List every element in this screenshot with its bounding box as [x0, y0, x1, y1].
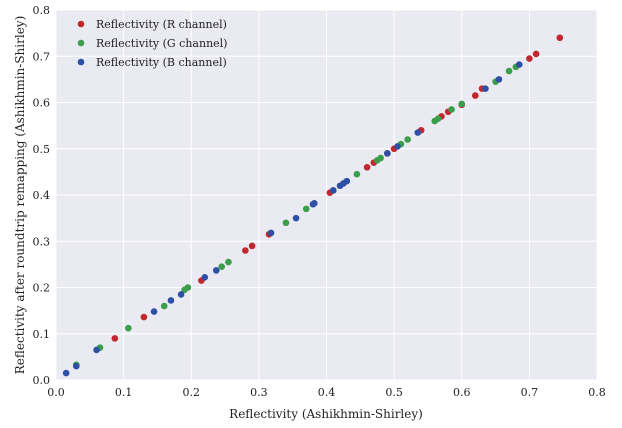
data-point-series-2	[482, 85, 489, 92]
legend-label: Reflectivity (R channel)	[96, 18, 227, 31]
data-point-series-0	[111, 335, 119, 342]
data-point-series-1	[377, 154, 384, 162]
data-point-series-2	[515, 61, 523, 68]
data-point-series-2	[343, 177, 351, 185]
x-tick-label: 0.7	[521, 386, 539, 399]
data-point-series-0	[556, 34, 564, 42]
data-point-series-2	[414, 129, 422, 136]
x-tick-label: 0.6	[453, 386, 471, 399]
x-tick-label: 0.5	[385, 386, 403, 399]
x-tick-label: 0.0	[47, 386, 65, 399]
data-point-series-2	[201, 274, 209, 281]
data-point-series-0	[248, 242, 256, 250]
legend-marker	[77, 58, 85, 66]
data-point-series-1	[434, 115, 442, 122]
data-point-series-2	[62, 369, 70, 377]
legend-marker	[77, 39, 85, 47]
y-tick-label: 0.2	[33, 282, 51, 295]
y-tick-label: 0.4	[33, 189, 51, 202]
data-point-series-2	[495, 76, 503, 83]
data-point-series-0	[363, 163, 371, 171]
data-point-series-2	[167, 297, 175, 304]
data-point-series-1	[458, 100, 466, 108]
y-tick-label: 0.6	[33, 97, 51, 110]
data-point-series-2	[72, 362, 80, 370]
y-tick-label: 0.5	[33, 143, 51, 156]
y-axis-label: Reflectivity after roundtrip remapping (…	[13, 16, 27, 375]
x-axis-label: Reflectivity (Ashikhmin-Shirley)	[229, 407, 423, 421]
data-point-series-0	[140, 313, 148, 321]
data-point-series-1	[184, 284, 192, 291]
data-point-series-2	[394, 143, 401, 150]
data-point-series-2	[212, 267, 220, 274]
data-point-series-2	[177, 291, 185, 298]
data-point-series-1	[404, 136, 411, 143]
y-tick-label: 0.7	[33, 50, 51, 63]
x-tick-label: 0.3	[250, 386, 268, 399]
legend-marker	[77, 20, 85, 28]
data-point-series-2	[384, 150, 391, 157]
data-point-series-1	[218, 263, 225, 270]
y-tick-label: 0.8	[33, 4, 51, 17]
x-tick-labels: 0.0 0.1 0.2 0.3 0.4 0.5 0.6 0.7 0.8	[47, 386, 606, 399]
x-tick-label: 0.2	[183, 386, 201, 399]
data-point-series-1	[282, 219, 290, 227]
grid-lines	[55, 9, 598, 381]
y-tick-label: 0.3	[33, 235, 51, 248]
x-tick-label: 0.8	[588, 386, 606, 399]
data-point-series-2	[329, 187, 337, 194]
data-point-series-1	[505, 67, 513, 75]
x-tick-label: 0.4	[318, 386, 336, 399]
data-point-series-2	[292, 214, 300, 222]
legend-label: Reflectivity (G channel)	[96, 37, 227, 50]
y-tick-label: 0.1	[33, 328, 51, 341]
data-point-series-0	[242, 247, 249, 254]
data-point-series-0	[532, 50, 540, 58]
data-point-series-0	[526, 55, 533, 62]
data-point-series-2	[150, 308, 158, 315]
data-point-series-2	[311, 200, 318, 207]
data-point-series-1	[160, 302, 168, 310]
y-tick-labels: 0.0 0.1 0.2 0.3 0.4 0.5 0.6 0.7 0.8	[33, 4, 51, 387]
data-point-series-1	[448, 106, 455, 113]
data-point-series-1	[125, 324, 132, 332]
legend: Reflectivity (R channel) Reflectivity (G …	[77, 18, 227, 69]
data-point-series-0	[471, 92, 479, 99]
data-point-series-1	[302, 205, 310, 213]
data-point-series-1	[225, 258, 232, 266]
legend-label: Reflectivity (B channel)	[96, 56, 227, 69]
y-tick-label: 0.0	[33, 374, 51, 387]
data-point-series-2	[93, 346, 100, 354]
data-point-series-1	[353, 170, 361, 178]
x-tick-label: 0.1	[115, 386, 133, 399]
data-points	[62, 34, 564, 377]
data-point-series-2	[267, 229, 275, 237]
